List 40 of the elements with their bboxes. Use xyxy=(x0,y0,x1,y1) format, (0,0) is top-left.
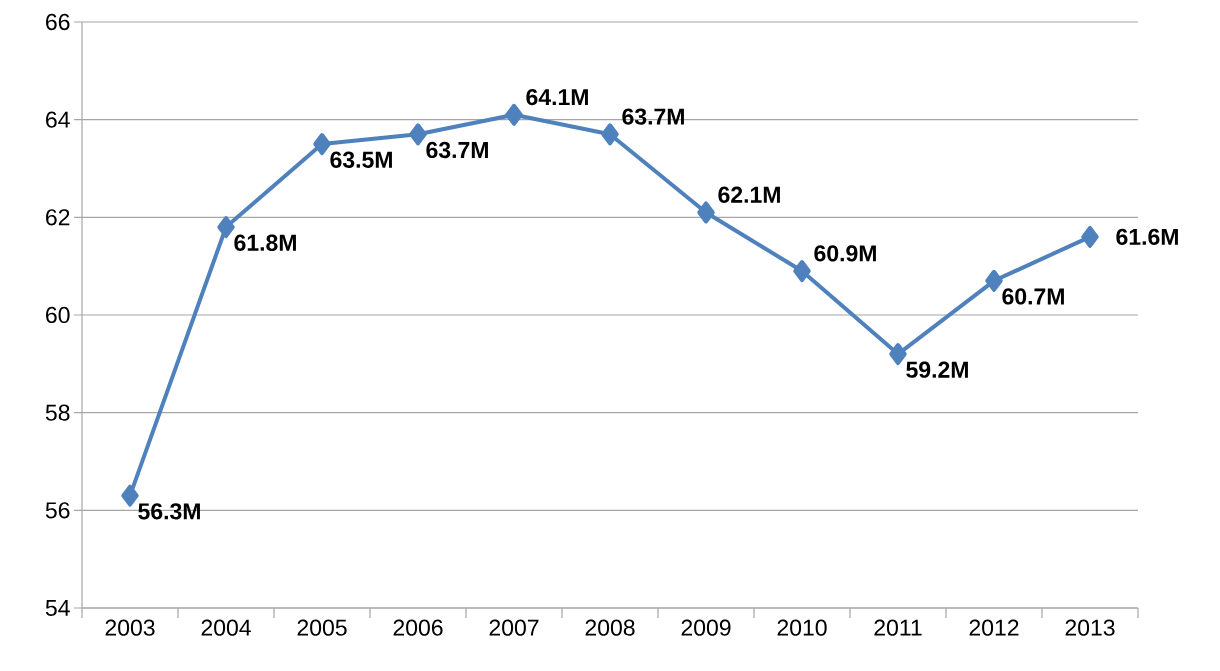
data-label: 60.9M xyxy=(814,245,876,262)
point xyxy=(1081,225,1099,248)
data-label: 63.7M xyxy=(426,141,488,159)
y-tick-label: 60 xyxy=(46,306,70,324)
x-tick-label: 2008 xyxy=(585,619,635,636)
x-tick-label: 2005 xyxy=(297,619,347,636)
x-tick-label: 2010 xyxy=(777,619,827,636)
data-label: 59.2M xyxy=(906,361,968,378)
point xyxy=(121,484,139,507)
point xyxy=(601,123,619,146)
y-tick-label: 54 xyxy=(45,599,70,616)
point xyxy=(505,103,523,126)
point xyxy=(313,133,331,156)
y-tick-label: 64 xyxy=(46,111,70,128)
data-label: 61.6M xyxy=(1116,228,1178,245)
point xyxy=(889,343,907,366)
x-tick-label: 2012 xyxy=(969,619,1019,636)
x-tick-label: 2013 xyxy=(1065,619,1115,636)
y-tick-label: 66 xyxy=(46,13,70,31)
y-tick-label: 56 xyxy=(45,502,70,519)
y-tick-label: 58 xyxy=(45,404,70,421)
x-tick-label: 2011 xyxy=(874,619,922,636)
x-tick-label: 2009 xyxy=(681,619,731,636)
point xyxy=(985,269,1003,292)
x-tick-label: 2007 xyxy=(489,619,539,636)
data-label: 63.7M xyxy=(622,108,684,125)
data-label: 64.1M xyxy=(526,88,588,106)
point xyxy=(217,216,235,239)
data-label: 61.8M xyxy=(234,234,296,251)
x-tick-label: 2006 xyxy=(393,619,443,636)
x-tick-label: 2004 xyxy=(201,619,251,636)
data-label: 62.1M xyxy=(718,186,780,203)
data-label: 56.3M xyxy=(138,503,200,520)
data-label: 60.7M xyxy=(1002,288,1064,305)
point xyxy=(793,260,811,283)
y-tick-label: 62 xyxy=(46,209,70,226)
data-label: 63.5M xyxy=(330,151,392,168)
x-tick-label: 2003 xyxy=(105,619,155,636)
point xyxy=(697,201,715,224)
point xyxy=(409,123,427,146)
